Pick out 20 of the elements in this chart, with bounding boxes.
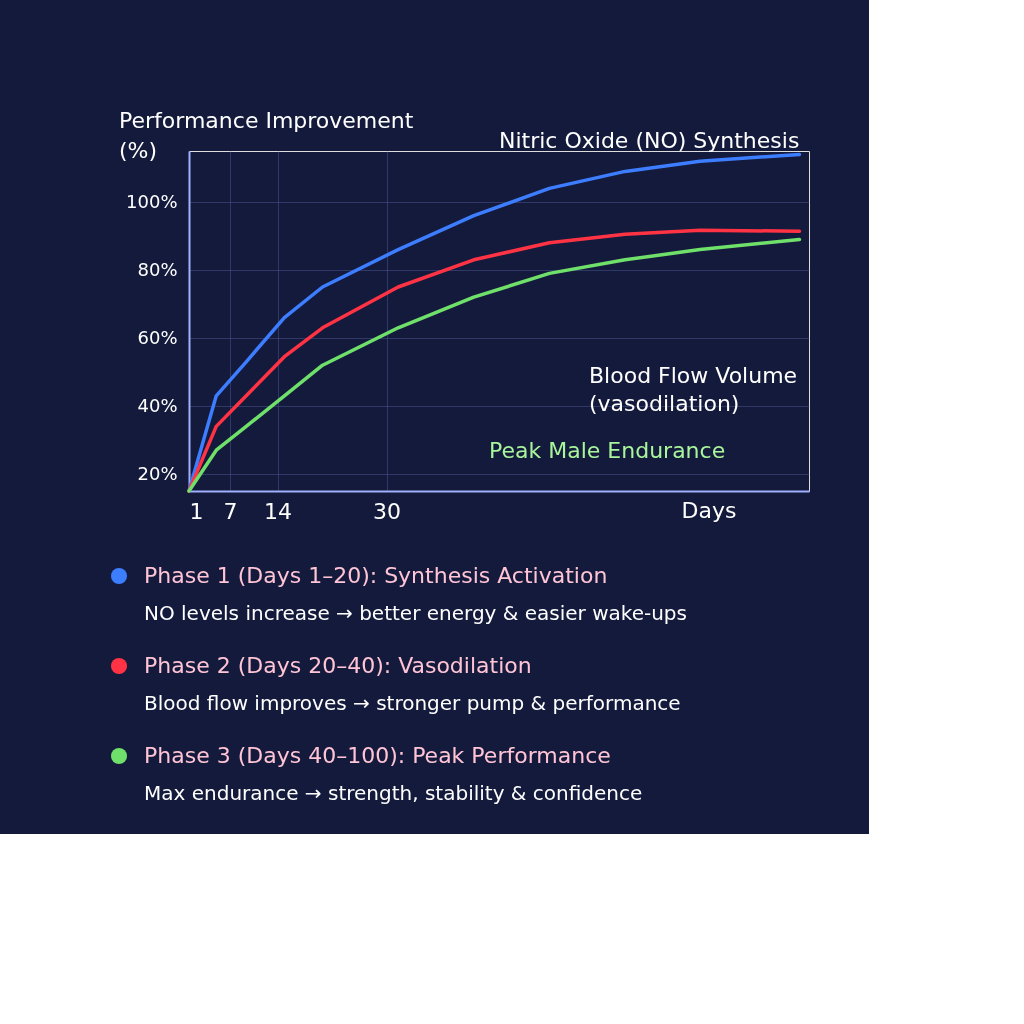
text: NO levels increase → better energy & easier wake-ups: [144, 601, 687, 625]
y-tick-label: 80%: [137, 258, 178, 280]
y-tick-label: 20%: [137, 462, 178, 484]
y-tick-label: 60%: [137, 326, 178, 348]
text: Max endurance → strength, stability & confidence: [144, 781, 643, 805]
x-tick-label: 1: [189, 498, 204, 524]
text: Blood flow improves → stronger pump & performance: [144, 691, 681, 715]
y-tick-label: 100%: [126, 190, 178, 212]
legend-label: Phase 1 (Days 1–20): Synthesis Activation: [144, 563, 608, 588]
annotation: Blood Flow Volume (vasodilation): [589, 363, 798, 416]
y-axis-title: Performance Improvement (%): [119, 108, 414, 163]
x-axis-title: Days: [681, 498, 737, 523]
x-tick-label: 7: [223, 498, 238, 524]
x-tick-label: 14: [264, 498, 293, 524]
annotation: Peak Male Endurance: [489, 438, 726, 463]
y-tick-label: 40%: [137, 394, 178, 416]
legend-label: Phase 3 (Days 40–100): Peak Performance: [144, 743, 611, 768]
annotation: Nitric Oxide (NO) Synthesis: [499, 128, 800, 153]
legend-label: Phase 2 (Days 20–40): Vasodilation: [144, 653, 532, 678]
x-tick-label: 30: [373, 498, 402, 524]
